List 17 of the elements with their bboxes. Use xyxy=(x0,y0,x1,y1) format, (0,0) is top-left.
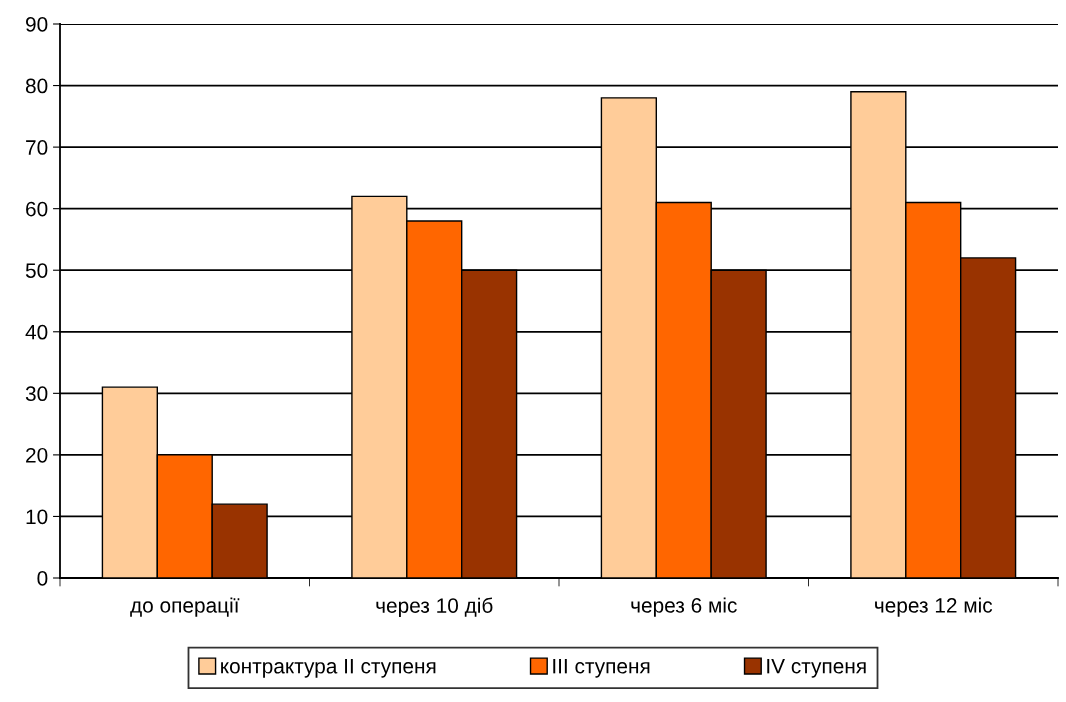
y-tick-label: 20 xyxy=(26,447,48,463)
legend-label: III ступеня xyxy=(553,659,650,678)
legend-label: контрактура II ступеня xyxy=(221,659,436,678)
y-tick-label: 40 xyxy=(25,324,48,340)
y-tick-label: 30 xyxy=(25,386,48,402)
y-tick-label: 0 xyxy=(37,571,48,586)
y-tick-label: 70 xyxy=(26,140,48,155)
y-tick-label: 10 xyxy=(26,509,48,525)
x-tick-label: через 12 міс xyxy=(875,597,993,617)
y-tick-label: 60 xyxy=(26,201,48,217)
x-tick-label: через 6 міс xyxy=(631,597,737,617)
y-tick-label: 80 xyxy=(25,78,48,94)
y-tick-label: 90 xyxy=(26,17,48,32)
legend-label: IV ступеня xyxy=(767,659,866,678)
x-tick-label: до операції xyxy=(130,597,240,617)
y-tick-label: 50 xyxy=(25,263,48,278)
x-tick-label: через 10 діб xyxy=(376,597,493,618)
